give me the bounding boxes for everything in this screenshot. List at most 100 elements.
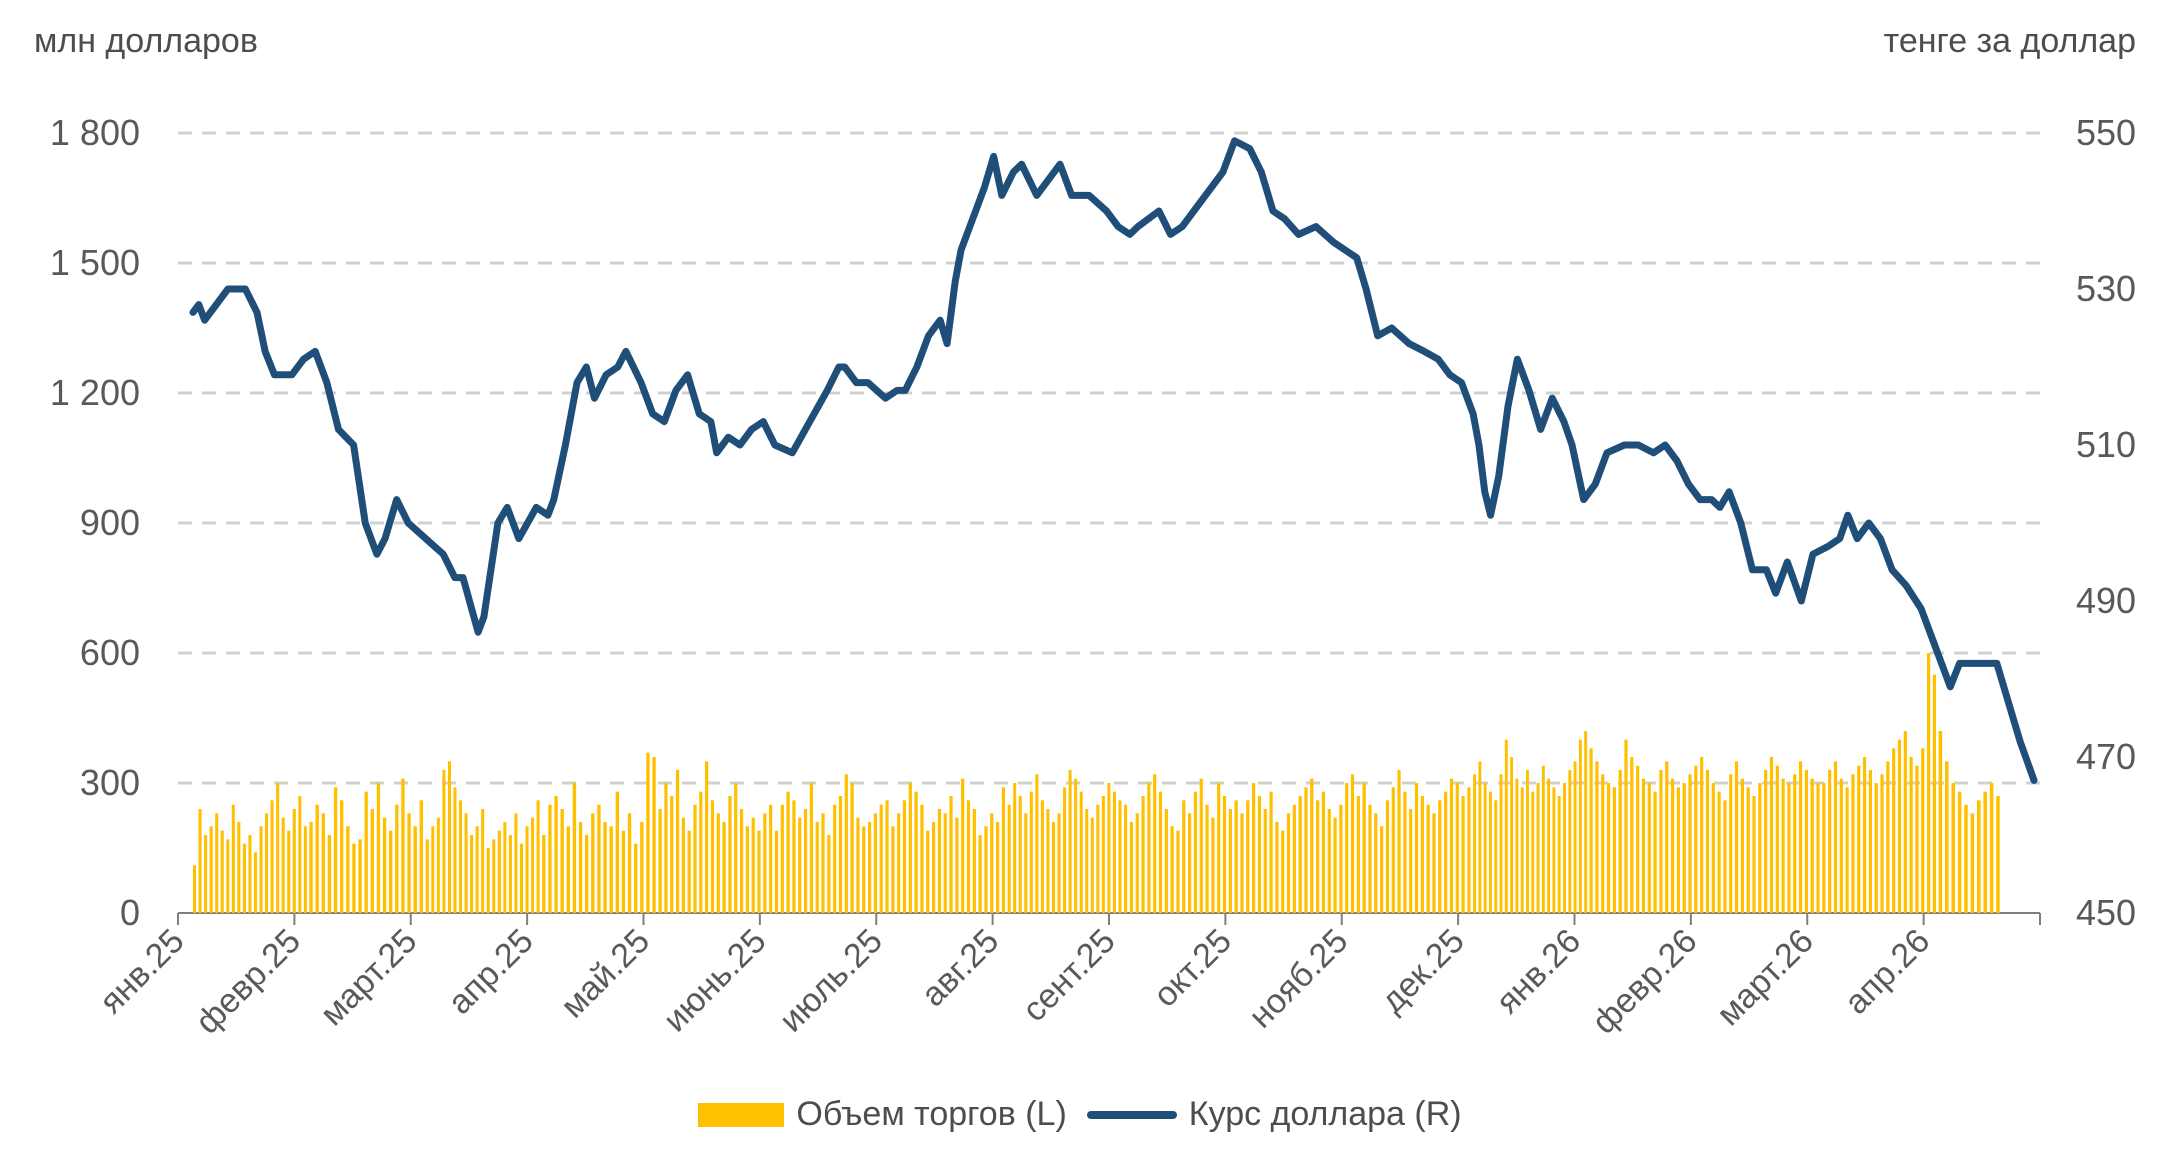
volume-bar [780,804,784,913]
volume-bar [1964,804,1968,913]
volume-bar [798,817,802,913]
volume-bar [376,783,381,913]
volume-bar [1828,770,1832,913]
volume-bar [745,826,749,913]
volume-bar [1862,757,1867,913]
volume-bar [1350,774,1355,913]
y-left-tick-label: 0 [120,892,140,933]
x-tick-label: сент.25 [1015,922,1122,1029]
volume-bar [492,839,496,913]
volume-bar [1107,783,1111,913]
volume-bar [1269,791,1273,913]
volume-bar [1793,774,1797,913]
volume-bar [1193,791,1198,913]
volume-bar [675,770,680,913]
volume-bar [1327,809,1331,913]
volume-bar [1438,800,1442,913]
y-right-tick-label: 490 [2076,580,2136,621]
volume-bar [664,783,668,913]
legend-item-volume: Объем торгов (L) [698,1095,1067,1134]
volume-bar [1892,748,1896,913]
volume-bar [1868,770,1873,913]
volume-bar [1932,674,1937,913]
x-tick-label: март.25 [313,922,424,1033]
volume-bar [401,778,405,913]
volume-bar [774,830,779,913]
volume-bar [1665,761,1669,913]
volume-bar [503,822,507,913]
volume-bar [1504,739,1508,913]
volume-bar [1547,778,1551,913]
volume-bar [1426,804,1430,913]
volume-bar [542,835,546,913]
volume-bar [1536,783,1540,913]
volume-bar [670,796,674,913]
volume-bar [908,783,912,913]
volume-bar [1461,796,1465,913]
volume-bar [1112,791,1116,913]
volume-bar [1478,761,1482,913]
volume-bar [1079,791,1083,913]
volume-bar [209,826,213,913]
volume-bar [1483,783,1487,913]
volume-bar [1909,757,1913,913]
x-tick-label: дек.25 [1374,922,1472,1020]
y-right-tick-label: 470 [2076,736,2136,777]
volume-bar [1886,761,1890,913]
volume-bar [885,800,889,913]
volume-bar [1124,804,1128,913]
volume-bar [1636,765,1640,913]
rate-line [189,137,2038,784]
volume-bar [1018,796,1022,913]
volume-bar [1182,800,1186,913]
x-tick-label: апр.26 [1837,922,1937,1022]
volume-bar [1563,783,1566,913]
volume-bar [1374,813,1378,913]
volume-bar [955,817,959,913]
volume-bar [1700,757,1704,913]
volume-bar [914,791,918,913]
volume-bar [1647,783,1651,913]
volume-bar [850,783,854,913]
volume-bar [1275,822,1279,913]
volume-bar [486,848,490,913]
volume-bar [699,791,703,913]
volume-bar [554,796,558,913]
volume-bar [1601,774,1605,913]
volume-bar [1711,783,1715,913]
volume-bar [531,817,535,913]
volume-bar [1717,791,1721,913]
y-left-tick-label: 1 200 [50,372,140,413]
volume-bar [1764,770,1768,913]
volume-bar [1129,822,1134,913]
volume-bar [1606,783,1611,913]
volume-bar [572,783,577,913]
volume-bar [1874,783,1878,913]
volume-bar [1257,796,1262,913]
volume-bar [1205,804,1209,913]
volume-bar [431,826,435,913]
volume-bar [481,809,485,913]
volume-bar [1040,800,1044,913]
volume-bar [287,830,291,913]
volume-bar [1951,783,1955,913]
volume-bar [364,791,368,913]
volume-bar [972,809,976,913]
volume-bar [838,796,843,913]
volume-bar [1670,778,1675,913]
volume-bar [1252,783,1256,913]
volume-bar [931,822,936,913]
volume-bar [436,817,440,913]
volume-bar [1752,796,1756,913]
volume-bar [681,817,685,913]
volume-bar [220,830,224,913]
y-right-tick-label: 450 [2076,892,2136,933]
volume-bar [1520,787,1524,913]
x-tick-label: февр.25 [188,922,308,1042]
x-tick-label: июль.25 [772,922,890,1040]
volume-bar [693,804,697,913]
right-axis-unit-label: тенге за доллар [1883,22,2136,60]
volume-bar [1380,826,1384,913]
volume-bar [1729,774,1733,913]
volume-bar [722,822,726,913]
